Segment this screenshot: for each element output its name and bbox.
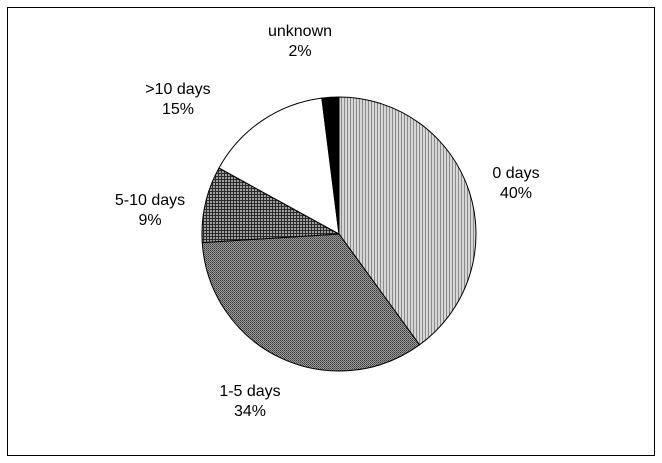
pie-slices (201, 96, 477, 372)
slice-percent-3: 15% (162, 101, 194, 118)
slice-label-3: >10 days (145, 81, 210, 98)
slice-percent-0: 40% (500, 185, 532, 202)
pie-slice-0 (338, 96, 477, 346)
chart-frame: 0 days 40% 1-5 days 34% 5-10 days 9% >10 days 1… (7, 7, 655, 456)
slice-percent-2: 9% (138, 212, 161, 229)
pie-slice-4 (321, 96, 340, 235)
pie-chart: 0 days 40% 1-5 days 34% 5-10 days 9% >10 days 1… (115, 23, 540, 420)
slice-label-4: unknown (268, 23, 332, 40)
slice-percent-4: 2% (288, 43, 311, 60)
pie-labels: 0 days 40% 1-5 days 34% 5-10 days 9% >10 days 1… (115, 23, 540, 420)
pie-slice-3 (218, 97, 340, 235)
pie-slice-1 (201, 233, 421, 372)
slice-percent-1: 34% (234, 403, 266, 420)
slice-label-2: 5-10 days (115, 192, 185, 209)
slice-label-0: 0 days (492, 165, 539, 182)
slice-label-1: 1-5 days (219, 383, 280, 400)
